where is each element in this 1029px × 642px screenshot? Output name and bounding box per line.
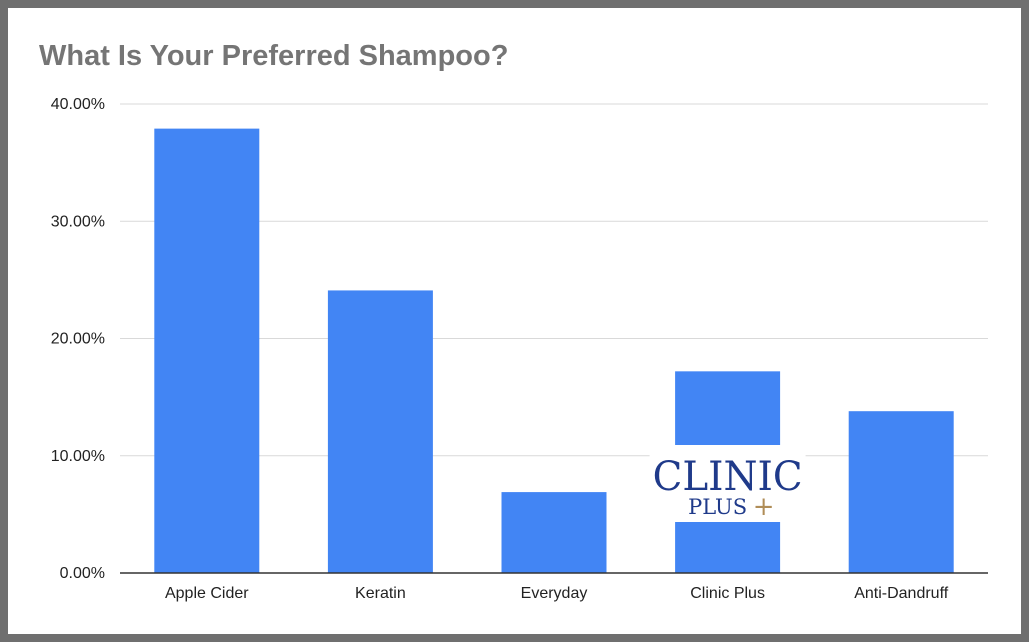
y-tick-label: 10.00% [51,448,105,465]
logo-plus-mark: + [753,492,775,522]
x-tick-label: Anti-Dandruff [854,585,949,602]
chart-frame: What Is Your Preferred Shampoo? 0.00% 10.… [8,8,1021,634]
logo-background [649,445,806,522]
logo-line-2: PLUS [688,495,747,519]
y-tick-label: 20.00% [51,331,105,348]
x-tick-label: Keratin [355,585,406,602]
x-tick-label: Everyday [521,585,588,602]
x-tick-label: Apple Cider [165,585,249,602]
logo-line-1: CLINIC [653,454,803,500]
y-tick-label: 40.00% [51,96,105,113]
bar-chart: 0.00% 10.00% 20.00% 30.00% 40.00% Apple Cider… [51,96,988,602]
bar-everyday [501,492,607,573]
bar-keratin [327,290,433,573]
y-tick-label: 0.00% [60,565,105,582]
bar-apple-cider [154,128,260,573]
y-tick-label: 30.00% [51,213,105,230]
bar-anti-dandruff [848,411,954,573]
chart-title: What Is Your Preferred Shampoo? [39,40,509,72]
x-tick-label: Clinic Plus [690,585,765,602]
